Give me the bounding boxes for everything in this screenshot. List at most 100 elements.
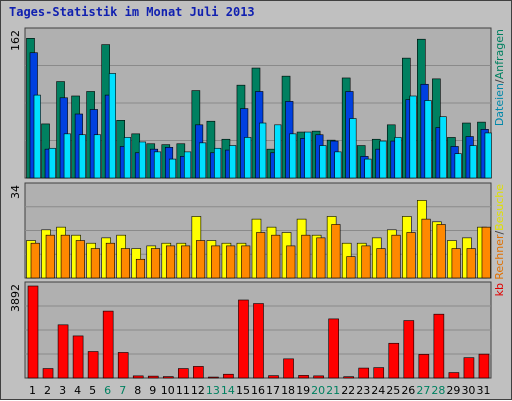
day-label-7: 7 xyxy=(119,384,126,397)
panel-top: 162 Dateien/Anfragen xyxy=(9,27,506,179)
bar-kb-day-12 xyxy=(193,366,204,379)
x-axis-day-labels: 1 2 3 4 5 6 7 8 9 10 11 12 13 14 15 16 17 18 19 20 21 22 23 24 2… xyxy=(29,384,490,397)
day-label-3: 3 xyxy=(59,384,66,397)
bar-seiten-day-4 xyxy=(78,134,86,179)
bar-kb-day-6 xyxy=(102,310,114,379)
bar-kb-day-16 xyxy=(253,303,264,379)
bar-rechner-day-3 xyxy=(60,234,70,279)
bar-seiten-day-20 xyxy=(319,145,327,179)
bar-seiten-day-9 xyxy=(153,151,162,179)
day-label-13: 13 xyxy=(206,384,220,397)
day-label-28: 28 xyxy=(431,384,445,397)
bar-seiten-day-29 xyxy=(454,153,462,179)
y-max-label: 3892 xyxy=(9,284,22,312)
bar-seiten-day-6 xyxy=(108,73,116,179)
day-label-23: 23 xyxy=(356,384,370,397)
bar-kb-day-30 xyxy=(463,357,475,379)
bar-seiten-day-2 xyxy=(48,147,56,179)
bar-seiten-day-17 xyxy=(274,124,282,179)
bar-seiten-day-7 xyxy=(123,137,131,179)
day-label-9: 9 xyxy=(149,384,156,397)
bar-seiten-day-28 xyxy=(439,116,447,179)
bar-kb-day-27 xyxy=(418,354,430,379)
bar-rechner-day-2 xyxy=(45,234,55,279)
bar-rechner-day-14 xyxy=(226,245,236,279)
bar-rechner-day-29 xyxy=(451,248,461,279)
panel-bottom: 3892 kb xyxy=(9,281,506,379)
bar-seiten-day-13 xyxy=(214,147,222,179)
bar-rechner-day-6 xyxy=(105,242,115,279)
bar-kb-day-14 xyxy=(223,373,234,379)
day-label-17: 17 xyxy=(266,384,280,397)
bar-seiten-day-10 xyxy=(168,158,177,179)
bar-kb-day-9 xyxy=(147,375,159,379)
day-label-5: 5 xyxy=(89,384,96,397)
bar-kb-day-21 xyxy=(328,318,339,379)
bar-rechner-day-24 xyxy=(376,248,386,279)
day-label-30: 30 xyxy=(461,384,475,397)
bar-seiten-day-18 xyxy=(289,133,297,179)
bar-rechner-day-28 xyxy=(436,224,446,279)
legend-entry-1: / xyxy=(493,79,506,83)
bar-rechner-day-19 xyxy=(301,234,311,279)
day-label-18: 18 xyxy=(281,384,295,397)
bar-seiten-day-16 xyxy=(259,122,267,179)
legend-entry-2: Anfragen xyxy=(493,29,506,79)
day-label-25: 25 xyxy=(386,384,400,397)
day-label-1: 1 xyxy=(29,384,36,397)
bar-rechner-day-22 xyxy=(346,256,356,279)
bar-rechner-day-15 xyxy=(241,245,251,279)
bar-rechner-day-31 xyxy=(481,226,491,279)
bar-rechner-day-8 xyxy=(135,258,146,279)
day-label-15: 15 xyxy=(236,384,250,397)
bar-seiten-day-21 xyxy=(334,151,342,179)
bar-rechner-day-25 xyxy=(391,234,401,279)
bar-rechner-day-16 xyxy=(256,232,266,279)
day-label-11: 11 xyxy=(176,384,190,397)
bar-rechner-day-17 xyxy=(271,234,281,279)
bar-kb-day-19 xyxy=(298,375,309,379)
bar-kb-day-3 xyxy=(57,324,69,379)
bar-kb-day-11 xyxy=(178,368,189,379)
bar-seiten-day-23 xyxy=(364,158,372,179)
bar-kb-day-24 xyxy=(373,367,385,379)
day-label-16: 16 xyxy=(251,384,265,397)
bar-rechner-day-9 xyxy=(150,248,161,279)
bar-kb-day-28 xyxy=(433,313,445,379)
day-label-31: 31 xyxy=(476,384,490,397)
bar-seiten-day-14 xyxy=(229,145,237,179)
bar-seiten-day-24 xyxy=(379,140,387,179)
day-label-20: 20 xyxy=(311,384,325,397)
bar-seiten-day-25 xyxy=(394,137,402,179)
legend-bottom: kb xyxy=(493,283,506,296)
day-label-22: 22 xyxy=(341,384,355,397)
legend-entry-1: / xyxy=(493,231,506,235)
day-label-4: 4 xyxy=(74,384,81,397)
bar-seiten-day-12 xyxy=(199,142,207,179)
day-label-6: 6 xyxy=(104,384,111,397)
day-label-27: 27 xyxy=(416,384,430,397)
bar-seiten-day-1 xyxy=(33,94,41,179)
legend-middle: Rechner/Besuche xyxy=(493,184,506,280)
bar-kb-day-1 xyxy=(27,285,39,379)
bar-kb-day-5 xyxy=(87,351,99,379)
bar-rechner-day-12 xyxy=(196,240,206,279)
panel-middle: 34 Rechner/Besuche xyxy=(9,182,506,280)
bar-seiten-day-30 xyxy=(469,145,477,179)
bar-seiten-day-27 xyxy=(424,100,432,179)
bar-seiten-day-5 xyxy=(93,134,101,179)
bar-rechner-day-1 xyxy=(30,242,40,279)
bar-kb-day-7 xyxy=(117,352,129,379)
legend-top: Dateien/Anfragen xyxy=(493,29,506,126)
bar-rechner-day-20 xyxy=(316,237,326,279)
bar-kb-day-22 xyxy=(343,376,354,379)
legend-entry-0: kb xyxy=(493,283,506,296)
day-label-26: 26 xyxy=(401,384,415,397)
bar-kb-day-31 xyxy=(478,353,490,379)
bar-seiten-day-26 xyxy=(409,95,417,179)
bar-kb-day-15 xyxy=(238,299,249,379)
bar-kb-day-20 xyxy=(313,375,324,379)
bar-kb-day-13 xyxy=(208,376,219,379)
